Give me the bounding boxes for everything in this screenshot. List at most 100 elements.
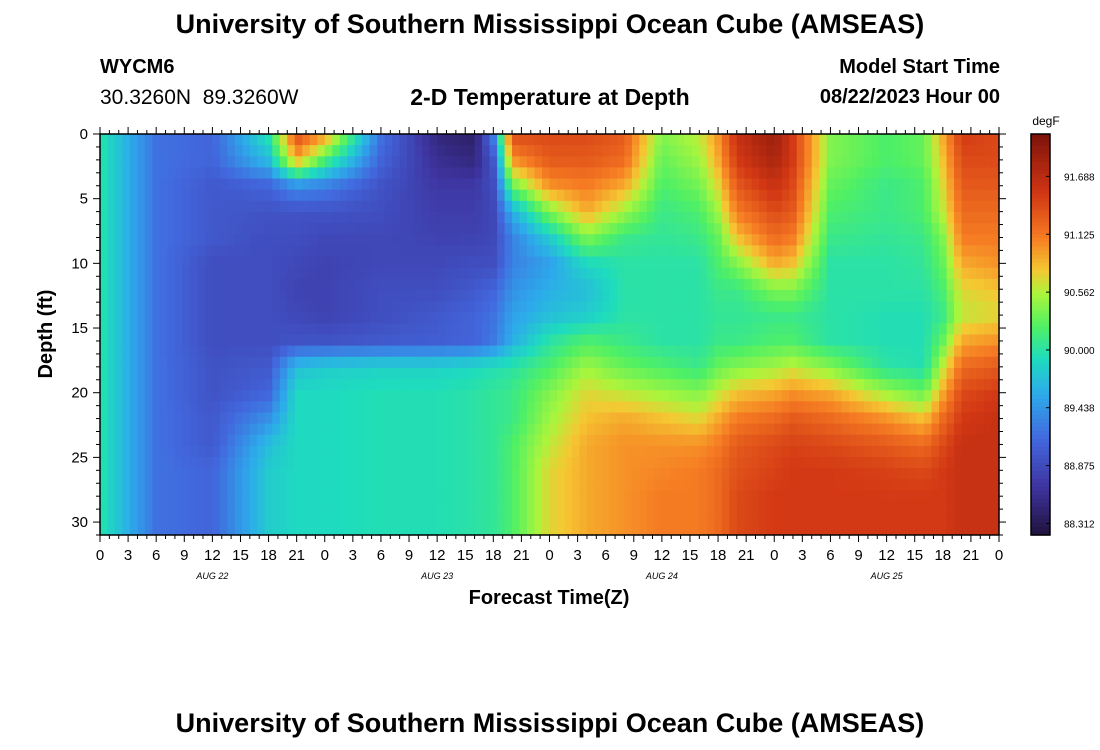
heatmap-cell (294, 134, 303, 146)
heatmap-cell (302, 379, 311, 391)
x-tick-label: 21 (963, 547, 980, 564)
heatmap-cell (684, 457, 693, 469)
heatmap-cell (377, 501, 386, 514)
heatmap-cell (324, 234, 333, 246)
colorbar-segment (1031, 358, 1050, 364)
heatmap-cell (339, 501, 348, 514)
heatmap-cell (894, 156, 903, 169)
colorbar-segment (1031, 434, 1050, 440)
colorbar-segment (1031, 462, 1050, 468)
heatmap-cell (564, 134, 573, 146)
heatmap-cell (234, 423, 243, 436)
heatmap-cell (894, 134, 903, 146)
heatmap-cell (107, 145, 116, 157)
heatmap-cell (706, 134, 715, 146)
heatmap-cell (234, 434, 243, 447)
heatmap-cell (339, 267, 348, 280)
heatmap-cell (646, 278, 655, 291)
heatmap-cell (969, 267, 978, 280)
heatmap-cell (309, 423, 318, 436)
heatmap-cell (189, 156, 198, 169)
heatmap-cell (332, 145, 341, 157)
heatmap-cell (976, 278, 985, 291)
heatmap-cell (444, 145, 453, 157)
heatmap-cell (459, 134, 468, 146)
heatmap-cell (354, 479, 363, 492)
heatmap-cell (512, 468, 521, 480)
heatmap-cell (939, 423, 948, 436)
heatmap-cell (624, 334, 633, 347)
heatmap-cell (257, 523, 266, 535)
heatmap-cell (894, 334, 903, 347)
heatmap-cell (467, 178, 476, 191)
heatmap-cell (706, 278, 715, 291)
heatmap-cell (317, 211, 326, 224)
heatmap-cell (601, 289, 611, 302)
heatmap-cell (654, 367, 663, 380)
heatmap-cell (114, 423, 124, 436)
heatmap-cell (189, 178, 198, 191)
heatmap-cell (729, 267, 738, 280)
heatmap-cell (137, 445, 146, 458)
heatmap-cell (931, 167, 940, 180)
heatmap-cell (452, 289, 461, 302)
heatmap-cell (429, 323, 438, 336)
heatmap-cell (249, 178, 258, 191)
heatmap-cell (497, 134, 506, 146)
heatmap-cell (721, 312, 730, 324)
heatmap-cell (564, 211, 573, 224)
heatmap-cell (100, 156, 109, 169)
heatmap-cell (616, 145, 626, 157)
heatmap-cell (422, 468, 431, 480)
heatmap-cell (504, 301, 513, 313)
heatmap-cell (871, 401, 880, 414)
heatmap-cell (324, 256, 333, 269)
heatmap-cell (512, 356, 521, 369)
heatmap-cell (474, 134, 483, 146)
heatmap-cell (571, 145, 581, 157)
heatmap-cell (661, 211, 670, 224)
heatmap-cell (901, 289, 910, 302)
heatmap-cell (114, 490, 124, 503)
y-tick-label: 0 (80, 126, 88, 143)
heatmap-cell (249, 278, 258, 291)
heatmap-cell (729, 234, 738, 246)
heatmap-cell (422, 211, 431, 224)
heatmap-cell (646, 390, 655, 402)
heatmap-cell (287, 367, 296, 380)
heatmap-cell (789, 423, 798, 436)
heatmap-cell (654, 390, 663, 402)
heatmap-cell (631, 167, 640, 180)
heatmap-cell (646, 245, 655, 258)
heatmap-cell (519, 423, 528, 436)
heatmap-cell (362, 356, 371, 369)
heatmap-cell (556, 445, 566, 458)
heatmap-cell (542, 134, 551, 146)
heatmap-cell (294, 323, 303, 336)
heatmap-cell (452, 323, 461, 336)
heatmap-cell (369, 200, 378, 213)
heatmap-cell (219, 512, 228, 525)
colorbar-segment (1031, 338, 1050, 344)
heatmap-cell (706, 379, 715, 391)
heatmap-cell (721, 512, 730, 525)
heatmap-cell (519, 457, 528, 469)
heatmap-cell (751, 323, 760, 336)
heatmap-cell (549, 468, 558, 480)
heatmap-cell (961, 423, 970, 436)
heatmap-cell (264, 234, 273, 246)
heatmap-cell (871, 379, 880, 391)
heatmap-cell (339, 390, 348, 402)
heatmap-cell (497, 323, 506, 336)
heatmap-cell (264, 379, 273, 391)
heatmap-cell (107, 211, 116, 224)
heatmap-cell (654, 245, 663, 258)
heatmap-cell (182, 445, 191, 458)
heatmap-cell (474, 390, 483, 402)
heatmap-cell (886, 412, 895, 425)
heatmap-cell (691, 289, 700, 302)
heatmap-cell (542, 145, 551, 157)
heatmap-cell (691, 145, 700, 157)
heatmap-cell (437, 367, 446, 380)
heatmap-cell (414, 501, 423, 514)
